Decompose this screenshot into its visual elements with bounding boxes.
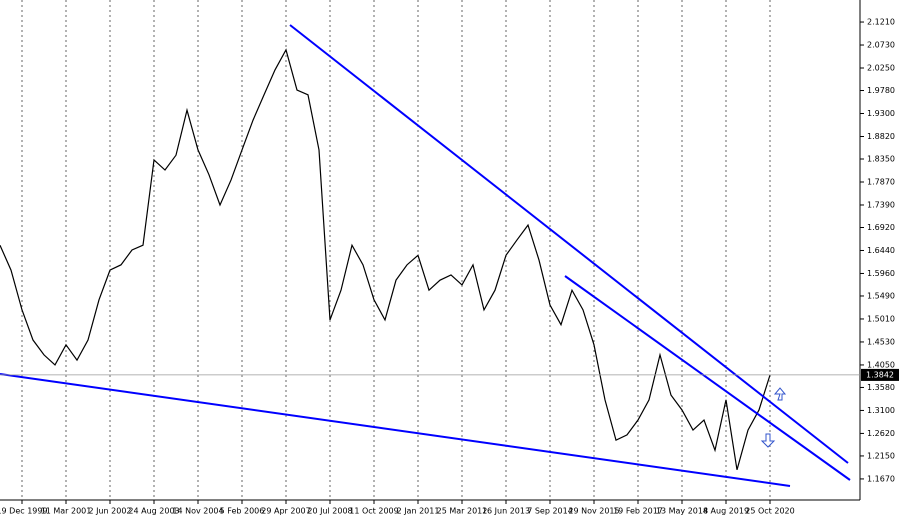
- y-tick-label: 2.0730: [867, 41, 895, 50]
- trend-line: [564, 275, 851, 481]
- x-tick-label: 25 Oct 2020: [745, 507, 794, 516]
- y-tick-label: 1.2620: [867, 429, 895, 438]
- x-tick-label: 16 Jun 2013: [482, 507, 530, 516]
- y-tick-label: 1.9780: [867, 86, 895, 95]
- x-tick-label: 19 Dec 1999: [0, 507, 48, 516]
- y-tick-label: 1.6920: [867, 223, 895, 232]
- y-tick-label: 1.9300: [867, 109, 895, 118]
- current-price-label: 1.3842: [866, 370, 894, 379]
- current-price-box: [861, 368, 899, 381]
- y-tick-label: 1.5010: [867, 314, 895, 323]
- y-tick-label: 1.1670: [867, 474, 895, 483]
- x-tick-label: 7 Sep 2014: [527, 507, 573, 516]
- trend-line: [0, 373, 791, 487]
- price-line: [0, 48, 771, 470]
- y-tick-label: 1.4530: [867, 337, 895, 346]
- y-tick-label: 1.8820: [867, 132, 895, 141]
- x-tick-label: 5 Feb 2006: [220, 507, 265, 516]
- y-tick-label: 1.3580: [867, 383, 895, 392]
- y-tick-label: 1.3100: [867, 406, 895, 415]
- x-tick-label: 2 Jun 2002: [88, 507, 131, 516]
- y-tick-label: 1.2150: [867, 451, 895, 460]
- y-tick-label: 1.4050: [867, 360, 895, 369]
- x-tick-label: 11 Oct 2009: [349, 507, 398, 516]
- x-tick-label: 25 Mar 2012: [437, 507, 488, 516]
- grid: [21, 0, 771, 500]
- y-tick-label: 2.0250: [867, 64, 895, 73]
- x-tick-label: 24 Aug 2003: [128, 507, 179, 516]
- trend-line: [289, 24, 849, 464]
- x-tick-label: 19 Feb 2017: [613, 507, 663, 516]
- x-tick-label: 14 Nov 2004: [172, 507, 223, 516]
- x-tick-label: 2 Jan 2011: [397, 507, 440, 516]
- y-tick-label: 1.5960: [867, 269, 895, 278]
- x-tick-label: 29 Nov 2015: [568, 507, 619, 516]
- y-tick-label: 1.6440: [867, 246, 895, 255]
- up-arrow: [773, 387, 787, 401]
- x-tick-label: 4 Aug 2019: [703, 507, 749, 516]
- x-tick-label: 13 May 2018: [656, 507, 708, 516]
- plot: [0, 48, 771, 470]
- y-tick-label: 1.8350: [867, 155, 895, 164]
- x-tick-label: 20 Jul 2008: [307, 507, 352, 516]
- down-arrow: [760, 433, 776, 448]
- y-tick-label: 1.7870: [867, 177, 895, 186]
- y-tick-label: 2.1210: [867, 18, 895, 27]
- x-tick-label: 29 Apr 2007: [261, 507, 310, 516]
- y-tick-label: 1.7390: [867, 200, 895, 209]
- x-tick-label: 11 Mar 2001: [41, 507, 92, 516]
- y-tick-label: 1.5490: [867, 291, 895, 300]
